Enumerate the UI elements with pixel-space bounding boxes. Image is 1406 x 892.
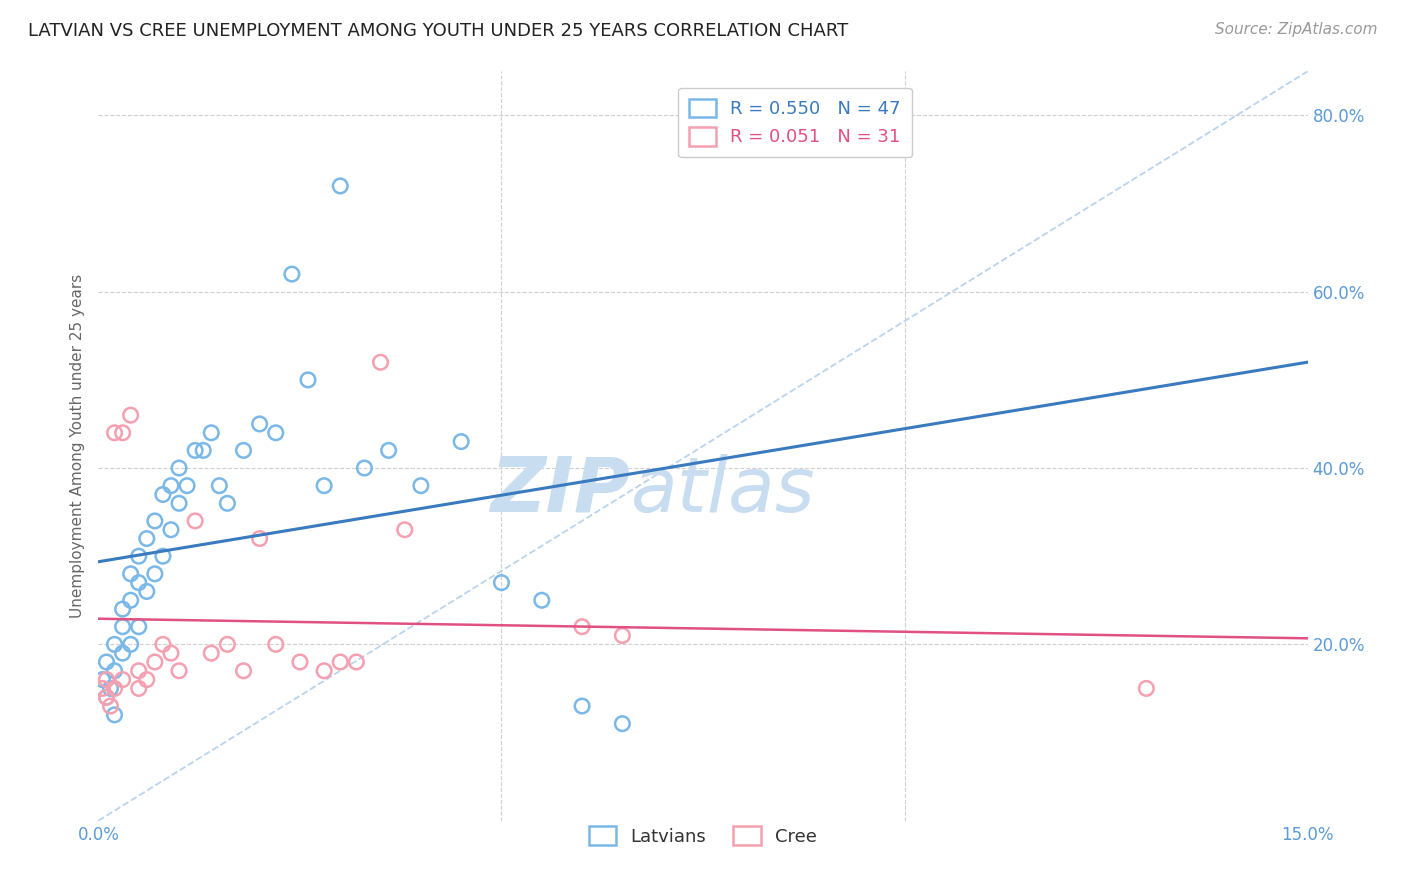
Text: ZIP: ZIP (491, 454, 630, 528)
Point (217, 496, 239, 510)
Point (167, 664, 190, 678)
Point (571, 620, 593, 634)
Point (120, 408, 142, 422)
Point (612, 716, 634, 731)
Point (96, 655, 118, 669)
Point (96, 690, 118, 705)
Point (200, 425, 222, 440)
Point (96, 673, 118, 687)
Point (103, 664, 125, 678)
Point (103, 425, 125, 440)
Point (612, 628, 634, 642)
Point (143, 514, 166, 528)
Point (281, 267, 304, 281)
Point (176, 478, 198, 492)
Point (329, 655, 352, 669)
Text: atlas: atlas (630, 454, 815, 528)
Y-axis label: Unemployment Among Youth under 25 years: Unemployment Among Youth under 25 years (70, 274, 86, 618)
Point (111, 620, 134, 634)
Point (232, 443, 254, 458)
Point (377, 443, 399, 458)
Point (152, 487, 174, 501)
Point (111, 425, 134, 440)
Point (120, 566, 142, 581)
Point (208, 478, 231, 492)
Point (200, 646, 222, 660)
Point (264, 637, 287, 651)
Point (120, 637, 142, 651)
Text: Source: ZipAtlas.com: Source: ZipAtlas.com (1215, 22, 1378, 37)
Point (249, 532, 271, 546)
Legend: Latvians, Cree: Latvians, Cree (582, 819, 824, 853)
Point (184, 514, 207, 528)
Point (103, 681, 125, 696)
Point (394, 523, 416, 537)
Point (91, 673, 114, 687)
Point (450, 434, 472, 449)
Point (297, 373, 319, 387)
Point (143, 655, 166, 669)
Point (152, 637, 174, 651)
Point (128, 681, 150, 696)
Point (111, 646, 134, 660)
Point (193, 443, 215, 458)
Point (160, 523, 183, 537)
Point (249, 417, 271, 431)
Point (1135, 681, 1157, 696)
Point (314, 664, 336, 678)
Point (530, 593, 553, 607)
Point (344, 655, 367, 669)
Point (232, 664, 254, 678)
Point (135, 673, 157, 687)
Point (111, 673, 134, 687)
Point (370, 355, 392, 369)
Point (491, 575, 513, 590)
Point (100, 699, 122, 714)
Point (143, 566, 166, 581)
Point (128, 620, 150, 634)
Point (103, 707, 125, 722)
Point (288, 655, 311, 669)
Point (135, 584, 157, 599)
Point (160, 478, 183, 492)
Point (100, 681, 122, 696)
Point (264, 425, 287, 440)
Point (167, 496, 190, 510)
Point (111, 602, 134, 616)
Point (314, 478, 336, 492)
Point (120, 593, 142, 607)
Point (96, 690, 118, 705)
Point (409, 478, 432, 492)
Point (160, 646, 183, 660)
Point (135, 532, 157, 546)
Point (353, 461, 375, 475)
Point (329, 178, 352, 193)
Point (91, 681, 114, 696)
Point (128, 549, 150, 564)
Point (128, 664, 150, 678)
Point (152, 549, 174, 564)
Point (184, 443, 207, 458)
Point (167, 461, 190, 475)
Text: LATVIAN VS CREE UNEMPLOYMENT AMONG YOUTH UNDER 25 YEARS CORRELATION CHART: LATVIAN VS CREE UNEMPLOYMENT AMONG YOUTH… (28, 22, 848, 40)
Point (103, 637, 125, 651)
Point (217, 637, 239, 651)
Point (128, 575, 150, 590)
Point (571, 699, 593, 714)
